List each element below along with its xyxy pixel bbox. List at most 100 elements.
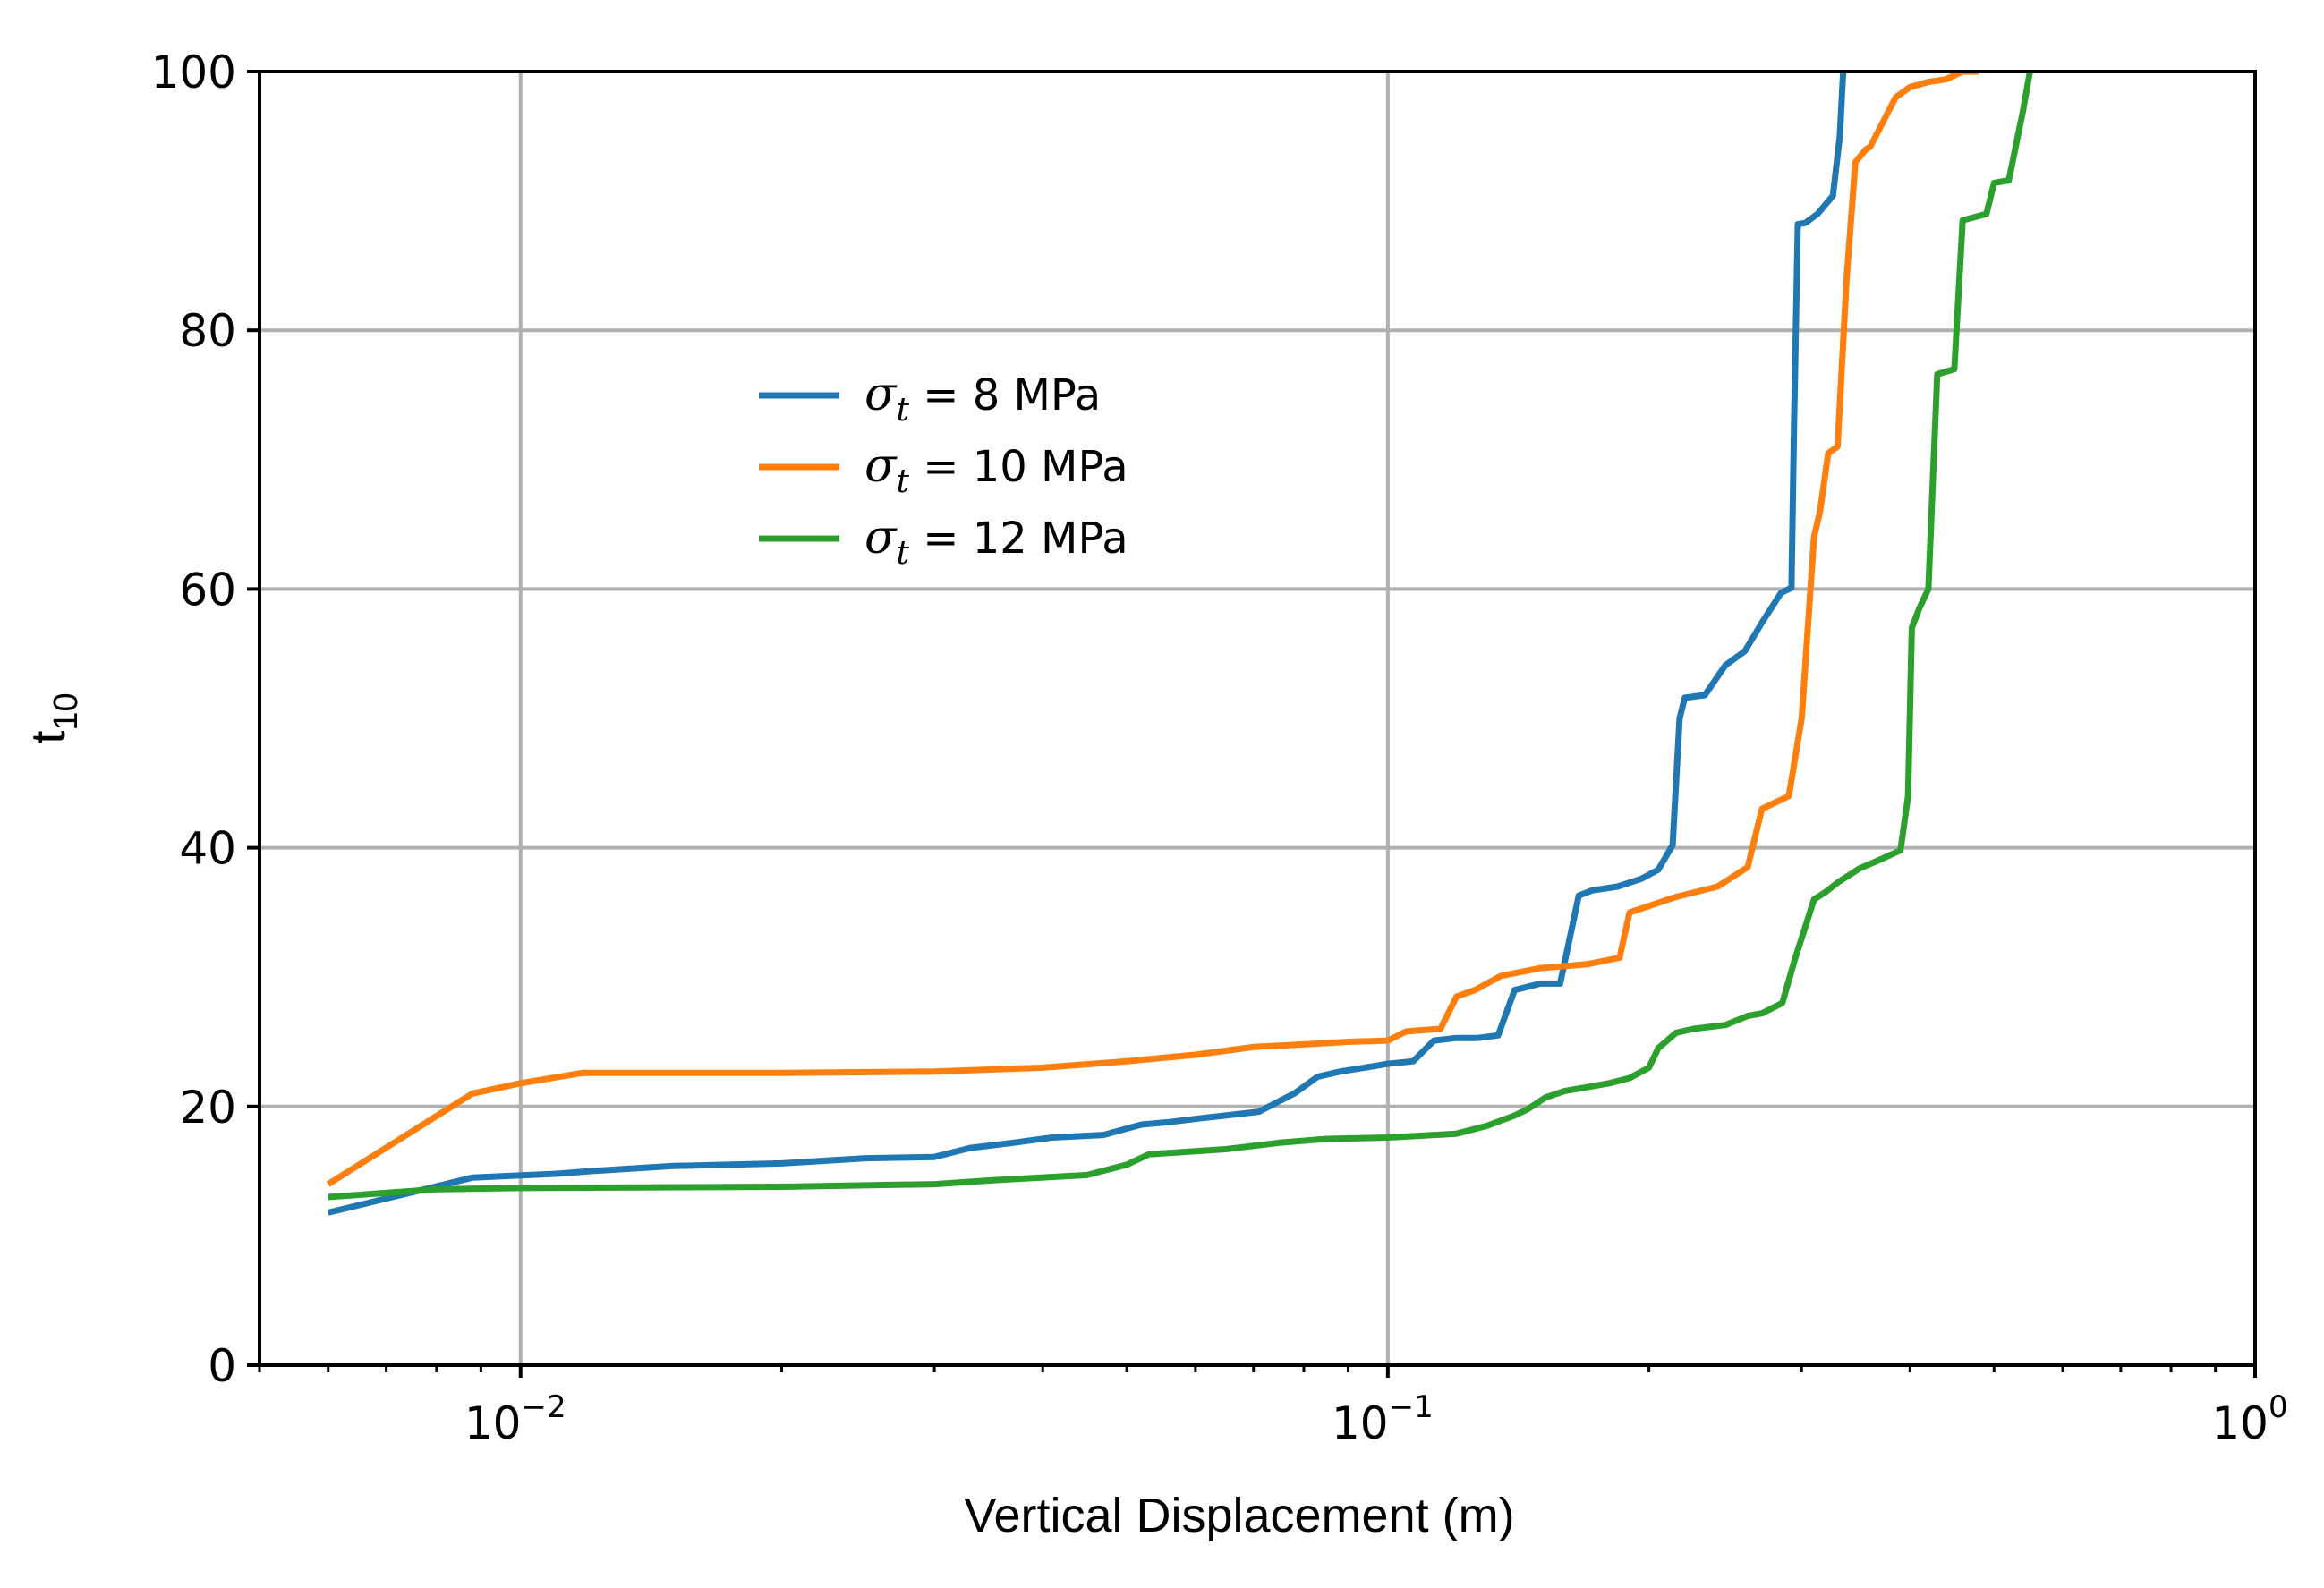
- data-point: [934, 1157, 935, 1158]
- data-point: [1801, 718, 1802, 719]
- data-point: [1908, 795, 1909, 796]
- data-point: [1945, 79, 1946, 80]
- data-point: [1911, 627, 1912, 628]
- data-point: [1648, 1067, 1649, 1068]
- data-point: [1748, 1015, 1749, 1016]
- data-point: [1676, 1032, 1677, 1033]
- data-point: [1348, 1041, 1349, 1042]
- data-point: [1294, 1093, 1295, 1094]
- y-axis-title: t10: [21, 692, 85, 743]
- data-point: [1725, 665, 1726, 666]
- data-point: [1475, 989, 1476, 990]
- data-point: [1486, 1125, 1487, 1126]
- data-point: [1817, 214, 1818, 215]
- y-tick-label: 60: [179, 564, 236, 616]
- data-point: [1051, 1137, 1052, 1138]
- series-lines: [326, 72, 2033, 1216]
- data-point: [1837, 882, 1838, 883]
- data-point: [1910, 87, 1911, 88]
- data-point: [1545, 1097, 1546, 1098]
- data-point: [1744, 650, 1745, 651]
- data-point: [781, 1186, 782, 1187]
- grid-lines: [260, 72, 2255, 1365]
- data-point: [1676, 896, 1677, 897]
- data-point: [1258, 1111, 1259, 1112]
- data-point: [1317, 1076, 1318, 1077]
- data-point: [1761, 1013, 1762, 1014]
- data-point: [1839, 136, 1840, 137]
- legend-entry-3: σt = 12 MPa: [759, 511, 1128, 572]
- data-point: [1900, 850, 1901, 851]
- data-point: [1406, 1031, 1407, 1032]
- data-point: [1793, 423, 1794, 424]
- data-point: [781, 1073, 782, 1074]
- data-point: [1086, 1175, 1087, 1176]
- data-point: [1725, 1024, 1726, 1025]
- data-point: [1855, 162, 1856, 163]
- data-point: [1693, 1029, 1694, 1030]
- data-point: [1684, 697, 1685, 698]
- data-point: [1326, 1139, 1327, 1140]
- data-point: [1169, 1122, 1170, 1123]
- data-point: [1679, 718, 1680, 719]
- data-point: [1986, 214, 1987, 215]
- series-line-3: [328, 72, 2033, 1201]
- data-point: [1861, 154, 1862, 155]
- data-point: [589, 1171, 590, 1172]
- data-point: [1846, 278, 1847, 279]
- data-point: [781, 1163, 782, 1164]
- data-point: [1880, 859, 1881, 860]
- data-point: [1781, 592, 1782, 593]
- data-point: [1782, 1003, 1783, 1004]
- data-point: [2008, 180, 2009, 181]
- data-point: [1895, 97, 1896, 98]
- data-point: [1814, 537, 1815, 538]
- data-point: [970, 1148, 971, 1149]
- x-tick-label: 100: [2211, 1389, 2287, 1449]
- legend-label: σt = 8 MPa: [864, 368, 1101, 429]
- data-point: [1761, 809, 1762, 810]
- data-point: [1013, 1142, 1014, 1143]
- data-point: [1304, 1044, 1305, 1045]
- data-point: [1387, 1137, 1388, 1138]
- plot-frame: [258, 70, 2257, 1367]
- data-point: [992, 1180, 993, 1181]
- data-point: [1814, 899, 1815, 900]
- data-point: [2022, 110, 2023, 111]
- data-point: [1195, 1055, 1196, 1056]
- legend-label: σt = 12 MPa: [864, 511, 1128, 572]
- data-point: [520, 1187, 521, 1188]
- data-point: [1127, 1164, 1128, 1165]
- data-point: [1648, 905, 1649, 906]
- data-point: [1103, 1134, 1104, 1135]
- data-point: [934, 1071, 935, 1072]
- y-tick-label: 40: [179, 823, 236, 875]
- legend-label: σt = 10 MPa: [864, 439, 1128, 500]
- data-point: [934, 1184, 935, 1185]
- data-point: [1514, 1115, 1515, 1116]
- data-point: [1795, 957, 1796, 958]
- data-point: [1789, 795, 1790, 796]
- y-tick-label: 20: [179, 1082, 236, 1134]
- data-point: [1619, 957, 1620, 958]
- data-point: [1819, 511, 1820, 512]
- series-line-2: [326, 72, 1979, 1187]
- data-point: [1440, 1029, 1441, 1030]
- x-axis-title: Vertical Displacement (m): [964, 1489, 1514, 1542]
- x-tick-label: 10−1: [1332, 1389, 1434, 1449]
- data-point: [1387, 1064, 1388, 1065]
- data-point: [1413, 1061, 1414, 1062]
- data-point: [1253, 1047, 1254, 1048]
- data-point: [1837, 446, 1838, 447]
- data-point: [1501, 975, 1502, 976]
- data-point: [1658, 1048, 1659, 1049]
- data-point: [1592, 890, 1593, 891]
- data-point: [1225, 1149, 1226, 1150]
- data-point: [1560, 983, 1561, 984]
- data-point: [1201, 1117, 1202, 1118]
- data-point: [673, 1166, 674, 1167]
- data-point: [1540, 983, 1541, 984]
- legend-entry-2: σt = 10 MPa: [759, 439, 1128, 500]
- axis-ticks: [247, 70, 2257, 1378]
